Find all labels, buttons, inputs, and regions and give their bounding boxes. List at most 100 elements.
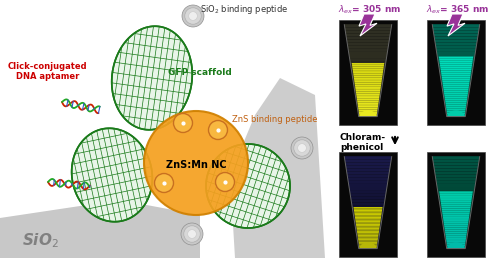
Polygon shape	[356, 101, 380, 104]
Polygon shape	[349, 55, 387, 58]
Polygon shape	[359, 115, 377, 117]
Polygon shape	[444, 226, 468, 228]
Polygon shape	[358, 243, 378, 246]
Polygon shape	[446, 237, 466, 239]
Polygon shape	[355, 92, 381, 95]
Polygon shape	[357, 99, 379, 101]
Polygon shape	[352, 70, 384, 74]
Polygon shape	[354, 208, 382, 210]
Polygon shape	[350, 190, 387, 193]
Polygon shape	[442, 215, 470, 218]
Polygon shape	[446, 241, 466, 243]
Polygon shape	[436, 49, 476, 52]
Polygon shape	[360, 110, 376, 117]
Circle shape	[185, 8, 201, 24]
Polygon shape	[442, 83, 469, 85]
Polygon shape	[442, 89, 469, 92]
Polygon shape	[352, 63, 384, 65]
Polygon shape	[354, 211, 382, 213]
Polygon shape	[436, 178, 476, 181]
Polygon shape	[345, 162, 391, 165]
Text: SiO$_2$ binding peptide: SiO$_2$ binding peptide	[200, 3, 288, 16]
Polygon shape	[435, 175, 477, 178]
Polygon shape	[354, 76, 382, 77]
Polygon shape	[358, 243, 378, 244]
Polygon shape	[436, 181, 476, 184]
Polygon shape	[445, 104, 467, 107]
Bar	[427, 20, 485, 125]
Polygon shape	[444, 227, 468, 230]
Polygon shape	[440, 69, 472, 70]
Polygon shape	[353, 80, 383, 83]
Text: ZnS:Mn NC: ZnS:Mn NC	[166, 160, 226, 170]
Polygon shape	[446, 107, 466, 109]
Polygon shape	[444, 228, 468, 230]
Polygon shape	[354, 215, 382, 217]
Polygon shape	[349, 187, 387, 190]
Polygon shape	[440, 199, 472, 201]
Polygon shape	[352, 77, 384, 80]
Polygon shape	[446, 242, 466, 249]
Polygon shape	[438, 190, 474, 193]
Polygon shape	[359, 244, 377, 246]
Polygon shape	[356, 98, 380, 101]
Polygon shape	[356, 93, 380, 95]
Polygon shape	[445, 231, 467, 233]
Polygon shape	[436, 184, 476, 187]
Polygon shape	[439, 67, 473, 70]
Polygon shape	[446, 246, 466, 249]
Text: GFP scaffold: GFP scaffold	[168, 68, 232, 77]
Polygon shape	[353, 212, 383, 215]
Polygon shape	[432, 24, 480, 27]
Polygon shape	[360, 242, 376, 249]
Polygon shape	[441, 212, 471, 215]
Polygon shape	[357, 101, 379, 102]
Polygon shape	[442, 75, 470, 77]
Polygon shape	[354, 77, 382, 79]
Polygon shape	[441, 203, 471, 205]
Polygon shape	[348, 181, 388, 184]
Polygon shape	[354, 218, 382, 221]
Polygon shape	[436, 46, 476, 49]
Polygon shape	[358, 106, 378, 108]
Polygon shape	[354, 221, 382, 224]
Polygon shape	[442, 86, 470, 89]
Polygon shape	[348, 178, 389, 181]
Polygon shape	[435, 43, 477, 46]
Polygon shape	[352, 68, 384, 70]
Polygon shape	[355, 217, 381, 218]
Polygon shape	[358, 104, 378, 106]
Polygon shape	[352, 208, 384, 212]
Circle shape	[144, 111, 248, 215]
Polygon shape	[442, 207, 470, 208]
Polygon shape	[440, 201, 472, 203]
Polygon shape	[442, 212, 470, 214]
Polygon shape	[440, 77, 472, 80]
Polygon shape	[354, 83, 382, 86]
Polygon shape	[354, 210, 382, 211]
Polygon shape	[344, 156, 392, 159]
Polygon shape	[346, 39, 390, 43]
Polygon shape	[348, 52, 388, 55]
Polygon shape	[438, 58, 474, 61]
Polygon shape	[355, 84, 381, 86]
Text: SiO$_2$: SiO$_2$	[22, 231, 59, 250]
Polygon shape	[356, 88, 380, 90]
Polygon shape	[436, 52, 476, 55]
Polygon shape	[356, 224, 380, 225]
Polygon shape	[446, 235, 466, 237]
Polygon shape	[356, 228, 380, 229]
Polygon shape	[357, 104, 379, 107]
Polygon shape	[442, 79, 470, 80]
Polygon shape	[444, 96, 468, 99]
Bar	[339, 152, 397, 257]
Polygon shape	[356, 92, 380, 93]
Polygon shape	[445, 236, 467, 239]
Polygon shape	[442, 208, 470, 211]
Polygon shape	[444, 224, 468, 226]
Polygon shape	[358, 109, 378, 111]
Polygon shape	[359, 113, 377, 115]
Polygon shape	[440, 64, 472, 67]
Polygon shape	[345, 30, 391, 34]
Circle shape	[216, 173, 234, 191]
